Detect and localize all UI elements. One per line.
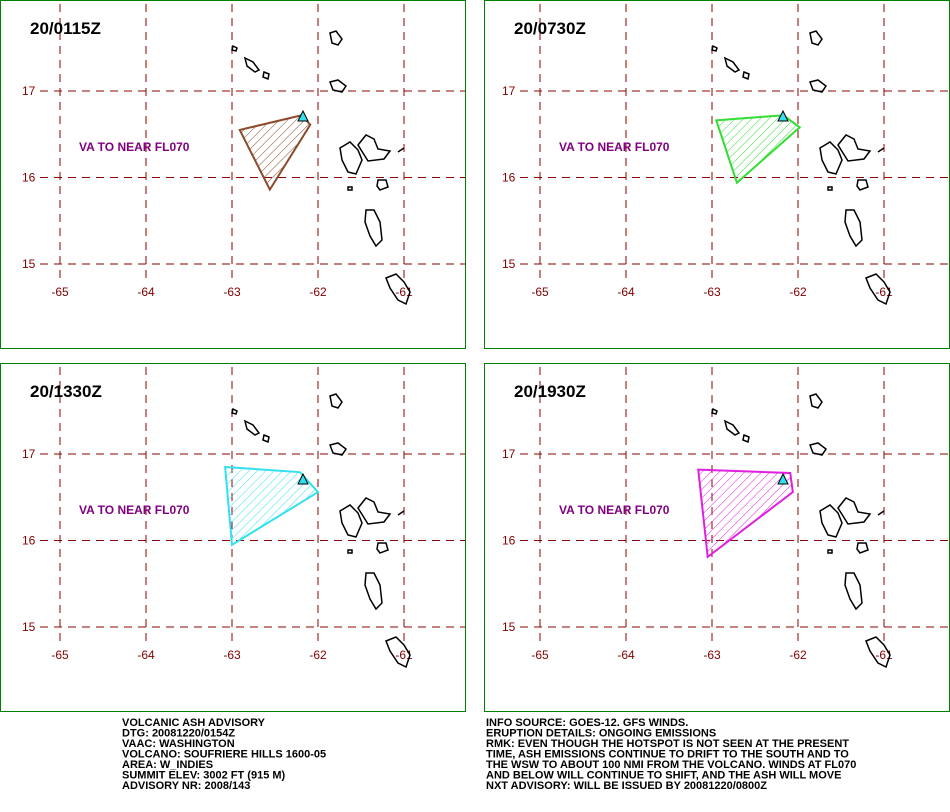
lon-label: -64 <box>617 648 635 662</box>
advisory-line: INFO SOURCE: GOES-12. GFS WINDS. <box>486 717 688 729</box>
advisory-line: VOLCANO: SOUFRIERE HILLS 1600-05 <box>122 749 326 761</box>
valid-time: 20/1330Z <box>30 382 102 401</box>
islands <box>231 393 411 668</box>
va-label: VA TO NEAR FL070 <box>79 503 190 517</box>
lon-label: -65 <box>51 285 69 299</box>
ash-area <box>224 465 320 547</box>
advisory-line: THE WSW TO ABOUT 100 NMI FROM THE VOLCAN… <box>486 759 856 771</box>
lat-label: 17 <box>502 84 516 98</box>
ash-area <box>697 468 794 559</box>
lon-label: -62 <box>789 648 807 662</box>
volcano <box>297 472 309 485</box>
advisory-line: ERUPTION DETAILS: ONGOING EMISSIONS <box>486 728 716 740</box>
lon-label: -65 <box>51 648 69 662</box>
valid-time: 20/0115Z <box>30 19 101 38</box>
advisory-line: VAAC: WASHINGTON <box>122 738 235 750</box>
advisory-line: DTG: 20081220/0154Z <box>122 728 235 740</box>
volcano <box>297 109 309 122</box>
lat-label: 17 <box>22 447 36 461</box>
lon-label: -62 <box>309 648 327 662</box>
lon-label: -64 <box>137 285 155 299</box>
advisory-line: AND BELOW WILL CONTINUE TO SHIFT, AND TH… <box>486 770 841 782</box>
lat-label: 16 <box>502 171 516 185</box>
advisory-line: RMK: EVEN THOUGH THE HOTSPOT IS NOT SEEN… <box>486 738 849 750</box>
lat-label: 15 <box>22 257 36 271</box>
lon-label: -63 <box>223 285 241 299</box>
advisory-line: ADVISORY NR: 2008/143 <box>122 780 250 792</box>
va-label: VA TO NEAR FL070 <box>559 140 670 154</box>
lat-label: 15 <box>502 620 516 634</box>
lon-label: -65 <box>531 285 549 299</box>
advisory-line: NXT ADVISORY: WILL BE ISSUED BY 20081220… <box>486 780 767 792</box>
panel-frame <box>0 0 466 349</box>
advisory-line: AREA: W_INDIES <box>122 759 213 771</box>
lon-label: -63 <box>703 285 721 299</box>
advisory-line: VOLCANIC ASH ADVISORY <box>122 717 266 729</box>
valid-time: 20/1930Z <box>514 382 586 401</box>
volcano <box>777 472 789 485</box>
va-label: VA TO NEAR FL070 <box>79 140 190 154</box>
lat-label: 16 <box>502 534 516 548</box>
valid-time: 20/0730Z <box>514 19 586 38</box>
advisory-line: TIME, ASH EMISSIONS CONTINUE TO DRIFT TO… <box>486 749 849 761</box>
lon-label: -62 <box>309 285 327 299</box>
lat-label: 15 <box>502 257 516 271</box>
lat-label: 17 <box>502 447 516 461</box>
lon-label: -64 <box>617 285 635 299</box>
lon-label: -62 <box>789 285 807 299</box>
ash-area <box>714 114 802 185</box>
lon-label: -65 <box>531 648 549 662</box>
volcano <box>777 109 789 122</box>
lat-label: 15 <box>22 620 36 634</box>
lat-label: 17 <box>22 84 36 98</box>
lon-label: -64 <box>137 648 155 662</box>
va-label: VA TO NEAR FL070 <box>559 503 670 517</box>
ash-area <box>238 114 312 192</box>
lat-label: 16 <box>22 534 36 548</box>
panel-frame <box>0 363 466 712</box>
lon-label: -63 <box>703 648 721 662</box>
lat-label: 16 <box>22 171 36 185</box>
lon-label: -63 <box>223 648 241 662</box>
advisory-line: SUMMIT ELEV: 3002 FT (915 M) <box>122 770 286 782</box>
